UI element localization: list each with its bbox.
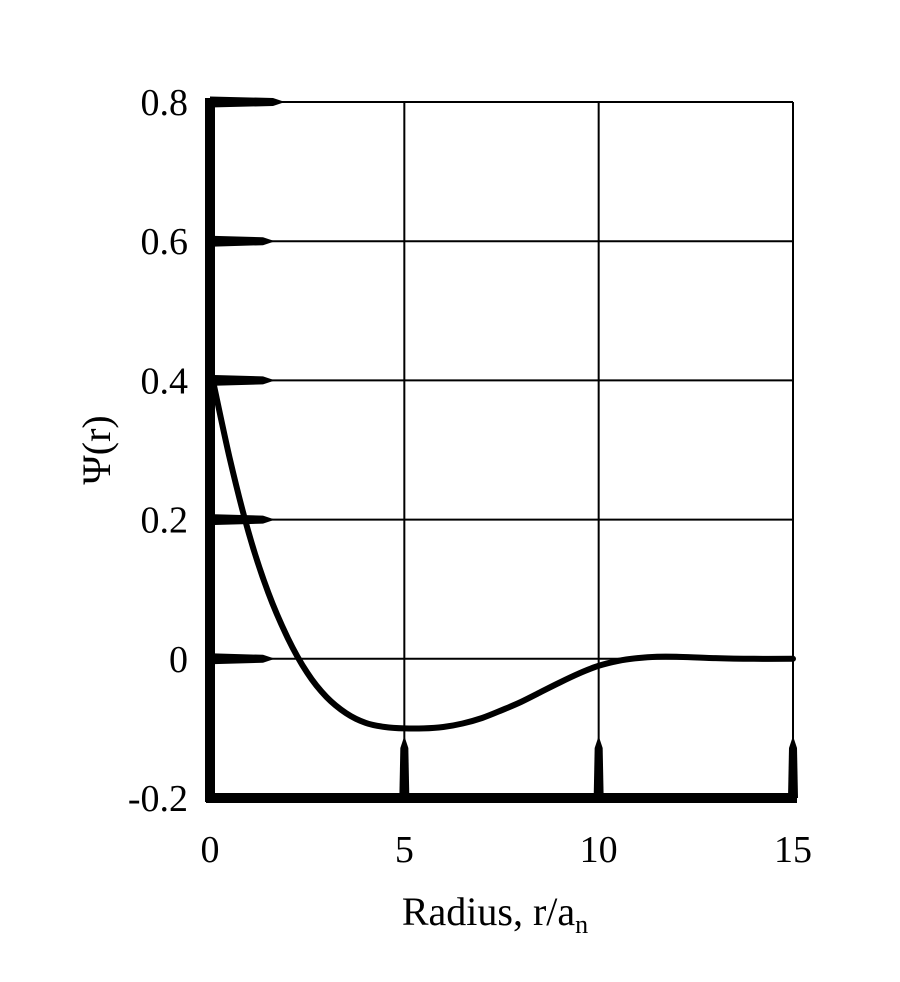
x-tick-label-0: 0 bbox=[201, 829, 220, 871]
grid bbox=[210, 101, 794, 798]
x-tick-labels: 0 5 10 15 bbox=[201, 829, 813, 871]
y-tick-mark-4 bbox=[210, 235, 275, 247]
y-tick-mark-1 bbox=[210, 653, 275, 665]
series-line-0 bbox=[207, 363, 796, 732]
plot-frame bbox=[205, 98, 797, 803]
x-tick-mark-2 bbox=[593, 736, 604, 798]
y-tick-label-3: 0.4 bbox=[141, 360, 189, 402]
tick-marks bbox=[210, 96, 798, 798]
y-tick-labels: -0.2 0 0.2 0.4 0.6 0.8 bbox=[128, 82, 188, 820]
x-tick-label-1: 5 bbox=[395, 829, 414, 871]
y-axis-label: Ψ(r) bbox=[74, 415, 119, 484]
y-tick-label-2: 0.2 bbox=[141, 500, 189, 542]
x-axis-label: Radius, r/an bbox=[402, 889, 588, 939]
y-tick-label-4: 0.6 bbox=[141, 221, 189, 263]
y-tick-mark-3 bbox=[210, 374, 275, 386]
x-tick-mark-3 bbox=[788, 736, 798, 798]
x-tick-label-2: 10 bbox=[580, 829, 618, 871]
y-tick-label-0: -0.2 bbox=[128, 778, 188, 820]
x-tick-label-3: 15 bbox=[774, 829, 812, 871]
y-tick-mark-5 bbox=[210, 96, 285, 108]
y-tick-label-1: 0 bbox=[169, 639, 188, 681]
series-group bbox=[207, 363, 796, 732]
x-axis-label-subscript: n bbox=[575, 910, 588, 939]
x-tick-mark-1 bbox=[399, 736, 410, 798]
y-tick-label-5: 0.8 bbox=[141, 82, 189, 124]
